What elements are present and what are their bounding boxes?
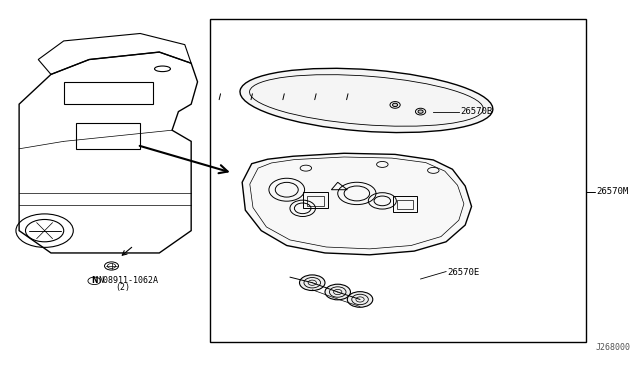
Ellipse shape xyxy=(300,275,325,291)
Bar xyxy=(397,200,413,209)
Text: 26570M: 26570M xyxy=(596,187,628,196)
Bar xyxy=(76,123,140,149)
Bar xyxy=(307,196,324,206)
Text: (2): (2) xyxy=(115,283,130,292)
Text: N: N xyxy=(91,276,97,285)
Text: J268000: J268000 xyxy=(596,343,631,352)
Polygon shape xyxy=(242,153,472,255)
Text: 26570E: 26570E xyxy=(447,268,479,277)
Ellipse shape xyxy=(348,292,372,307)
Text: 26570B: 26570B xyxy=(460,107,492,116)
Bar xyxy=(303,192,328,208)
Text: N08911-1062A: N08911-1062A xyxy=(99,276,159,285)
Ellipse shape xyxy=(392,103,397,106)
Ellipse shape xyxy=(325,284,351,300)
Ellipse shape xyxy=(240,68,493,132)
Bar xyxy=(211,19,586,342)
Bar xyxy=(392,196,417,212)
Ellipse shape xyxy=(418,110,423,113)
